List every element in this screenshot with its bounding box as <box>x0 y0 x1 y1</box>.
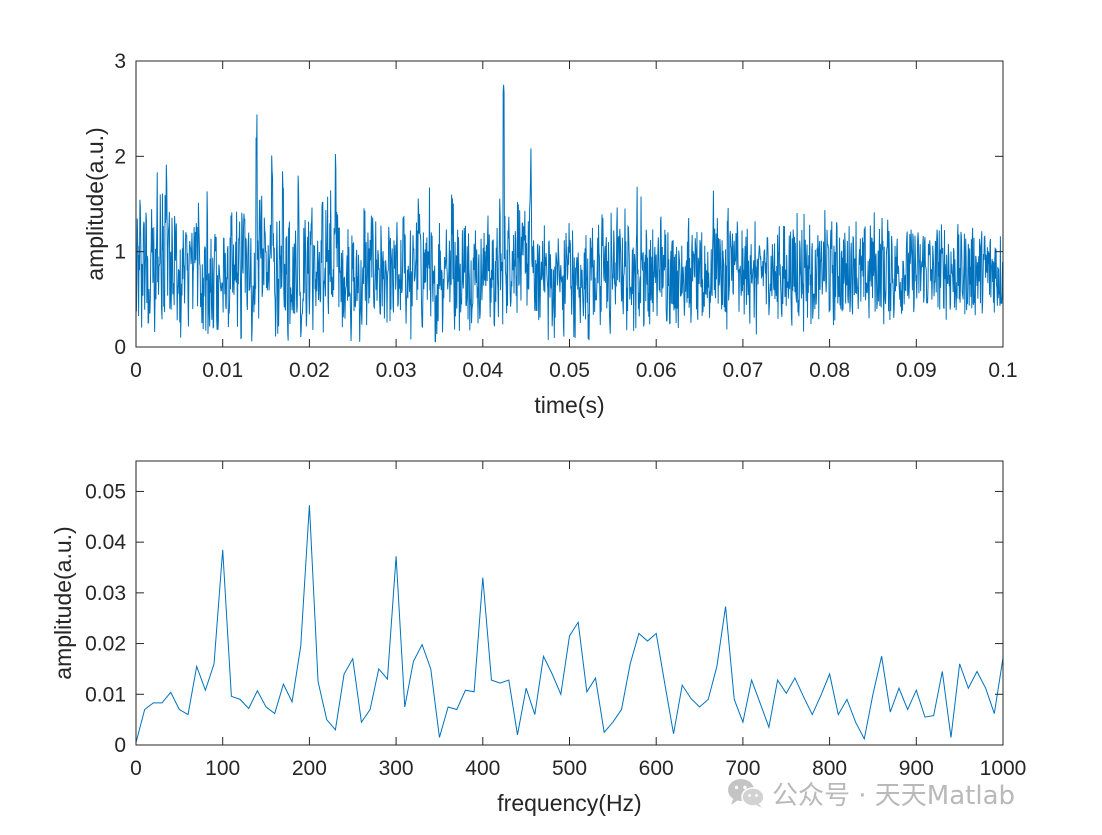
frequency-y-tick-label: 0.02 <box>85 633 126 656</box>
time-x-tick-label: 0.09 <box>896 359 937 382</box>
time-x-axis-label: time(s) <box>534 392 604 418</box>
time-signal-line <box>135 84 1004 343</box>
frequency-x-tick-label: 400 <box>465 757 500 780</box>
frequency-y-tick-label: 0.05 <box>85 480 126 503</box>
frequency-x-tick-label: 100 <box>205 757 240 780</box>
frequency-y-tick-label: 0.04 <box>85 531 126 554</box>
frequency-y-tick-label: 0 <box>114 734 126 757</box>
time-x-tick-label: 0.06 <box>636 359 677 382</box>
frequency-x-axis-label: frequency(Hz) <box>497 790 641 816</box>
frequency-x-ticks: 0 100 200 300 400 500 600 700 800 900 1000 <box>130 461 1026 780</box>
time-domain-plot: 0 0.01 0.02 0.03 0.04 0.05 0.06 0.07 0.08 0.09 0.1… <box>82 50 1018 418</box>
frequency-domain-plot: 0 100 200 300 400 500 600 700 800 900 1000 0 0.01 0.… <box>50 460 1026 816</box>
time-y-tick-label: 0 <box>114 336 126 359</box>
time-x-ticks: 0 0.01 0.02 0.03 0.04 0.05 0.06 0.07 0.08 0.09 0.1 <box>130 61 1018 382</box>
wechat-icon <box>726 777 766 809</box>
time-x-tick-label: 0.01 <box>202 359 243 382</box>
time-x-tick-label: 0.05 <box>549 359 590 382</box>
frequency-domain-axes <box>136 461 1003 745</box>
time-y-ticks: 0 1 2 3 <box>114 50 1003 359</box>
time-x-tick-label: 0.07 <box>722 359 763 382</box>
time-y-tick-label: 1 <box>114 241 126 264</box>
watermark: 公众号 · 天天Matlab <box>726 774 1015 812</box>
frequency-y-ticks: 0 0.01 0.02 0.03 0.04 0.05 <box>85 480 1003 757</box>
time-x-tick-label: 0.03 <box>376 359 417 382</box>
frequency-x-tick-label: 600 <box>639 757 674 780</box>
frequency-x-tick-label: 800 <box>812 757 847 780</box>
frequency-x-tick-label: 300 <box>379 757 414 780</box>
time-y-tick-label: 2 <box>114 145 126 168</box>
time-x-tick-label: 0.04 <box>462 359 503 382</box>
spectrum-line <box>135 505 1004 743</box>
frequency-x-tick-label: 700 <box>725 757 760 780</box>
frequency-y-tick-label: 0.03 <box>85 582 126 605</box>
frequency-y-axis-label: amplitude(a.u.) <box>50 526 76 679</box>
frequency-x-tick-label: 200 <box>292 757 327 780</box>
frequency-x-tick-label: 500 <box>552 757 587 780</box>
watermark-text: 公众号 · 天天Matlab <box>772 780 1016 811</box>
time-x-tick-label: 0.1 <box>988 359 1017 382</box>
frequency-x-tick-label: 1000 <box>980 757 1027 780</box>
time-x-tick-label: 0.02 <box>289 359 330 382</box>
time-y-axis-label: amplitude(a.u.) <box>82 127 108 280</box>
time-x-tick-label: 0.08 <box>809 359 850 382</box>
frequency-y-tick-label: 0.01 <box>85 683 126 706</box>
time-y-tick-label: 3 <box>114 50 126 73</box>
time-x-tick-label: 0 <box>130 359 142 382</box>
frequency-x-tick-label: 900 <box>899 757 934 780</box>
frequency-x-tick-label: 0 <box>130 757 142 780</box>
time-domain-axes <box>136 61 1003 347</box>
